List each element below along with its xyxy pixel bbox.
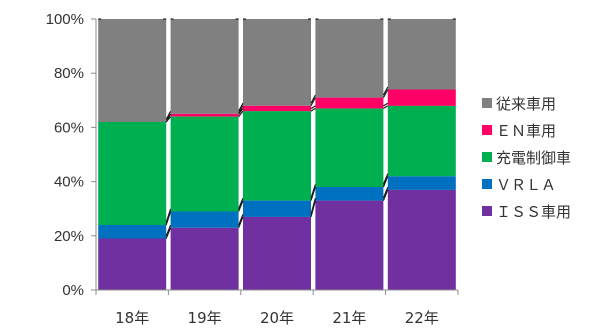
series-1: [98, 189, 456, 290]
axes-layer: [91, 18, 459, 295]
series-line: [238, 197, 244, 210]
legend-swatch: [482, 152, 492, 162]
y-tick-label: 100%: [46, 11, 84, 28]
series-line: [310, 184, 316, 199]
bar-segment: [315, 19, 384, 98]
bar-segment: [98, 19, 167, 122]
bar-segment: [170, 116, 239, 212]
y-tick-label: 0%: [62, 282, 84, 299]
legend-label: ＥＮ車用: [496, 122, 556, 140]
x-category-label: 18年: [115, 309, 149, 327]
bar-segment: [243, 200, 311, 217]
series-line: [165, 211, 172, 226]
series-line: [238, 200, 244, 212]
bar-segment: [98, 122, 167, 225]
legend-label: 従来車用: [496, 95, 556, 113]
series-3: [98, 105, 456, 225]
x-category-label: 22年: [405, 309, 439, 327]
legend-item: ＶＲＬＡ: [482, 176, 556, 194]
bar-segment: [170, 227, 239, 290]
series-line: [310, 94, 316, 104]
series-connector-lines: [98, 18, 456, 239]
y-tick-label: 80%: [54, 65, 84, 82]
series-line: [238, 216, 244, 228]
bar-segment: [243, 19, 311, 106]
legend-item: ＥＮ車用: [482, 122, 556, 140]
bar-segment: [243, 216, 311, 290]
x-category-label: 21年: [332, 309, 366, 327]
series-line: [165, 208, 172, 223]
bar-segment: [315, 187, 384, 201]
series-line: [310, 200, 316, 217]
series-line: [382, 89, 389, 98]
series-line: [310, 97, 316, 106]
legend-label: 充電制御車: [496, 149, 571, 167]
y-tick-label: 40%: [54, 174, 84, 191]
legend-item: 充電制御車: [482, 149, 571, 167]
series-5: [98, 19, 456, 122]
legend-swatch: [482, 98, 492, 108]
series-line: [238, 214, 244, 226]
bar-segment: [387, 189, 456, 290]
bars-layer: [98, 19, 456, 290]
y-tick-label: 20%: [54, 228, 84, 245]
series-line: [383, 105, 389, 109]
bar-segment: [170, 19, 239, 114]
legend-item: 従来車用: [482, 95, 556, 113]
series-line: [382, 173, 389, 185]
legend-label: ＶＲＬＡ: [496, 176, 556, 194]
bar-segment: [387, 105, 456, 177]
bar-segment: [98, 238, 167, 290]
series-line: [383, 102, 389, 107]
series-line: [165, 113, 172, 123]
y-axis-tick-labels: 0% 20% 40% 60% 80% 100%: [46, 11, 84, 299]
y-tick-label: 60%: [54, 119, 84, 136]
bar-segment: [315, 200, 384, 290]
series-line: [382, 86, 389, 96]
legend-swatch: [482, 179, 492, 189]
series-2: [98, 176, 456, 239]
series-line: [165, 224, 172, 237]
series-line: [238, 110, 244, 117]
legend-swatch: [482, 125, 492, 135]
series-line: [310, 197, 316, 215]
series-line: [310, 186, 316, 201]
bar-segment: [243, 105, 311, 112]
series-line: [382, 175, 389, 188]
series-line: [382, 186, 389, 199]
series-line: [165, 227, 172, 239]
series-line: [238, 102, 244, 112]
bar-segment: [387, 176, 456, 190]
series-line: [310, 105, 316, 110]
bar-segment: [387, 89, 456, 106]
series-line: [165, 111, 172, 120]
x-category-label: 20年: [260, 309, 294, 327]
series-line: [382, 189, 389, 201]
legend-label: ＩＳＳ車用: [496, 203, 571, 221]
bar-segment: [315, 97, 384, 109]
bar-segment: [170, 113, 239, 117]
series-4: [170, 89, 456, 117]
bar-segment: [243, 111, 311, 201]
series-line: [310, 107, 316, 112]
series-line: [238, 105, 244, 115]
bar-segment: [98, 225, 167, 239]
legend-swatch: [482, 206, 492, 216]
bar-segment: [170, 211, 239, 228]
bar-segment: [387, 19, 456, 90]
legend-item: ＩＳＳ車用: [482, 203, 571, 221]
x-axis-category-labels: 18年 19年 20年 21年 22年: [115, 309, 439, 327]
bar-segment: [315, 108, 384, 187]
x-category-label: 19年: [188, 309, 222, 327]
